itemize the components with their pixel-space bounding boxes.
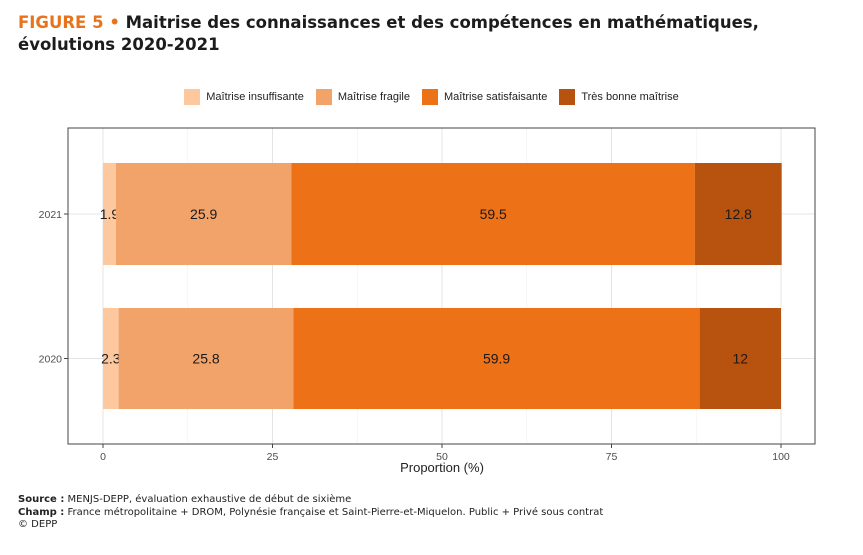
x-axis-title: Proportion (%) <box>400 460 484 475</box>
legend-item-tres-bonne: Très bonne maîtrise <box>559 89 679 105</box>
legend-label-insuffisante: Maîtrise insuffisante <box>206 91 304 103</box>
bar-segment <box>293 308 700 409</box>
source-text: MENJS-DEPP, évaluation exhaustive de déb… <box>64 494 352 505</box>
legend-label-tres-bonne: Très bonne maîtrise <box>581 91 679 103</box>
bar-segment <box>103 308 119 409</box>
copyright-note: © DEPP <box>18 519 58 530</box>
x-tick-label: 100 <box>772 451 790 463</box>
legend-swatch-satisfaisante <box>422 89 438 105</box>
chart-title: FIGURE 5 • Maitrise des connaissances et… <box>18 12 818 56</box>
legend-item-satisfaisante: Maîtrise satisfaisante <box>422 89 547 105</box>
axis-layer: 0 25 50 75 100 2021 2020 <box>39 127 816 463</box>
data-label: 12 <box>733 351 749 367</box>
bar-segment <box>694 163 782 265</box>
bar-segment <box>291 163 695 265</box>
data-label: 59.5 <box>480 206 507 222</box>
y-tick-label: 2021 <box>39 209 63 221</box>
data-label: 2.3 <box>101 351 121 367</box>
champ-note: Champ : France métropolitaine + DROM, Po… <box>18 507 603 520</box>
source-note: Source : MENJS-DEPP, évaluation exhausti… <box>18 494 603 507</box>
bar-segment <box>118 308 294 409</box>
bar-segment <box>115 163 292 265</box>
bars-layer: 1.9 25.9 59.5 12.8 2.3 25.8 59.9 12 <box>100 163 782 409</box>
legend-swatch-tres-bonne <box>559 89 576 105</box>
champ-label: Champ : <box>18 506 65 518</box>
title-bullet: • <box>109 13 120 32</box>
legend-swatch-insuffisante <box>184 89 201 105</box>
data-label: 25.9 <box>190 206 217 222</box>
x-tick-label: 25 <box>267 451 279 463</box>
x-tick-label: 75 <box>606 451 618 463</box>
legend-label-satisfaisante: Maîtrise satisfaisante <box>444 91 548 103</box>
chart-legend: Maîtrise insuffisante Maîtrise fragile M… <box>0 89 863 105</box>
legend-item-fragile: Maîtrise fragile <box>315 89 410 105</box>
legend-swatch-fragile <box>315 89 332 105</box>
figure-label: FIGURE 5 <box>18 13 104 32</box>
champ-text: France métropolitaine + DROM, Polynésie … <box>64 506 604 518</box>
legend-label-fragile: Maîtrise fragile <box>337 91 410 103</box>
x-tick-label: 0 <box>100 451 106 463</box>
bar-segment <box>103 163 116 265</box>
data-label: 25.8 <box>192 351 219 367</box>
data-label: 59.9 <box>483 351 510 367</box>
title-text: Maitrise des connaissances et des compét… <box>18 13 759 54</box>
bar-segment <box>699 308 781 409</box>
y-tick-label: 2020 <box>39 354 63 366</box>
data-label: 1.9 <box>100 206 120 222</box>
source-label: Source : <box>18 494 65 505</box>
data-label: 12.8 <box>725 206 752 222</box>
legend-item-insuffisante: Maîtrise insuffisante <box>184 89 304 105</box>
x-tick-label: 50 <box>436 451 448 463</box>
chart-footer: Source : MENJS-DEPP, évaluation exhausti… <box>18 494 603 532</box>
